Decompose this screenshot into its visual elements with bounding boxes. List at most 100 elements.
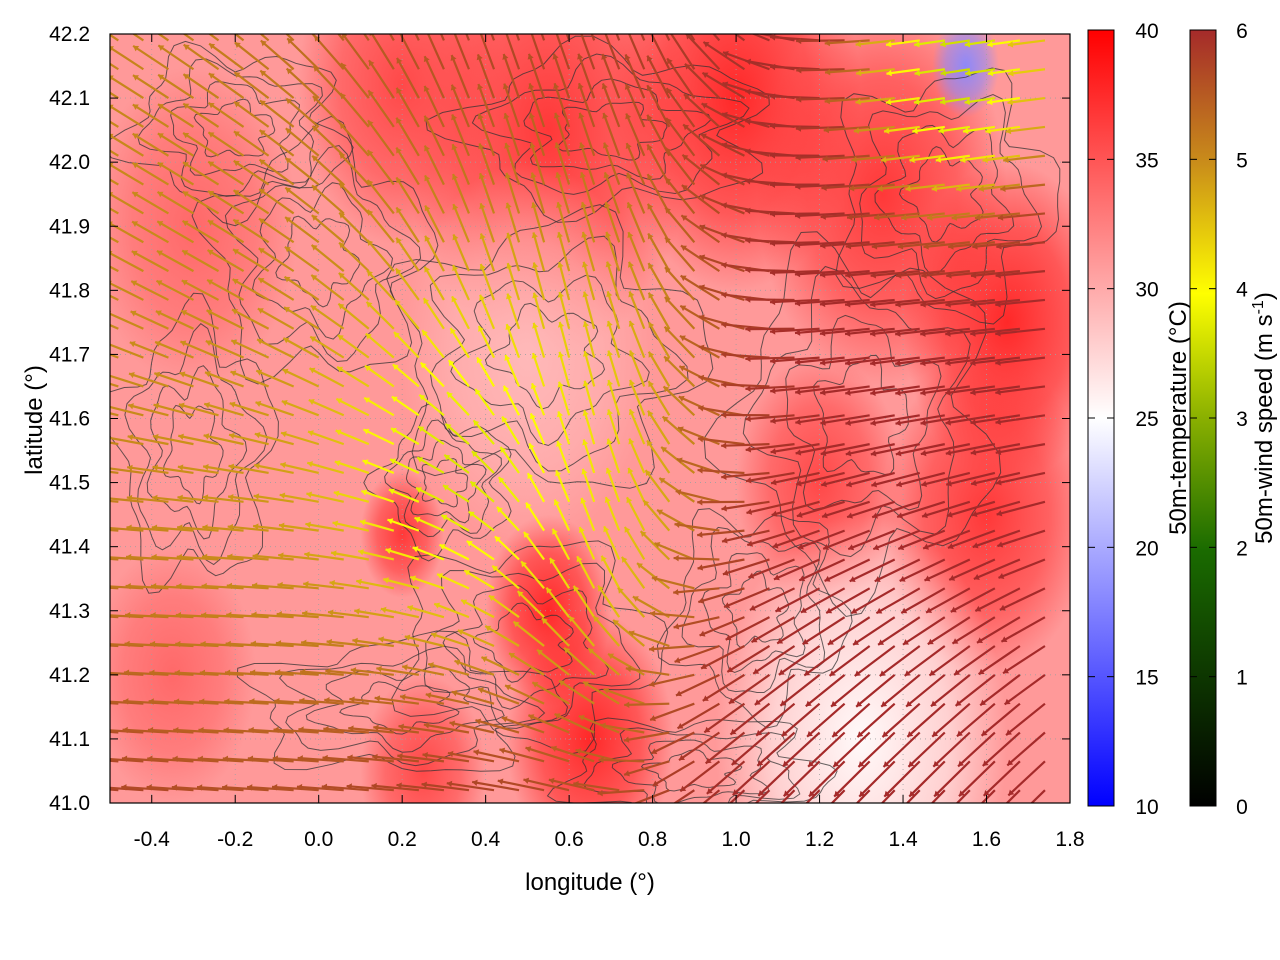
wind-arrow bbox=[649, 610, 695, 619]
wind-arrow bbox=[897, 529, 946, 551]
wind-arrow bbox=[156, 249, 195, 273]
wind-arrow bbox=[528, 83, 546, 128]
wind-arrow bbox=[701, 102, 745, 128]
wind-arrow bbox=[581, 231, 596, 272]
wind-arrow bbox=[629, 379, 646, 416]
wind-arrow bbox=[501, 415, 520, 445]
wind-arrow bbox=[504, 142, 521, 185]
wind-arrow bbox=[303, 581, 344, 590]
wind-arrow bbox=[548, 777, 595, 792]
wind-arrow bbox=[447, 750, 495, 763]
wind-arrow bbox=[604, 496, 621, 532]
wind-arrow bbox=[553, 82, 571, 128]
wind-arrow bbox=[221, 784, 269, 792]
temperature-colorbar-ticks: 10 15 20 25 30 35 40 bbox=[1088, 20, 1159, 819]
wind-arrow bbox=[131, 250, 169, 273]
wind-arrow bbox=[592, 615, 621, 647]
wind-arrow bbox=[771, 500, 820, 517]
wind-arrow bbox=[848, 183, 895, 192]
wind-arrow bbox=[951, 616, 996, 645]
wind-arrow bbox=[306, 491, 344, 503]
wind-arrow bbox=[554, 142, 571, 185]
wind-arrow bbox=[654, 542, 695, 561]
wind-arrow bbox=[722, 558, 770, 576]
wind-arrow bbox=[466, 540, 495, 561]
wind-arrow bbox=[371, 782, 419, 792]
wind-arrow bbox=[970, 443, 1021, 456]
wind-arrow bbox=[110, 382, 119, 388]
wind-arrow bbox=[545, 587, 571, 618]
wind-arrow bbox=[279, 492, 319, 503]
wind-arrow bbox=[333, 490, 370, 503]
wind-arrow bbox=[846, 471, 895, 488]
wind-arrow bbox=[828, 645, 871, 677]
wind-arrow bbox=[281, 399, 320, 417]
wind-arrow bbox=[895, 385, 945, 396]
wind-arrow bbox=[249, 669, 294, 676]
wind-arrow bbox=[577, 53, 596, 99]
wind-arrow bbox=[488, 594, 520, 619]
wind-arrow bbox=[206, 309, 245, 330]
wind-arrow bbox=[721, 529, 770, 544]
wind-arrow bbox=[580, 201, 596, 243]
wind-arrow bbox=[557, 261, 571, 301]
wind-arrow bbox=[180, 309, 220, 330]
wind-arrow bbox=[284, 157, 320, 186]
wind-arrow bbox=[247, 784, 294, 792]
wind-arrow bbox=[854, 645, 896, 677]
wind-arrow bbox=[401, 664, 445, 676]
wind-arrow bbox=[930, 789, 946, 803]
wind-arrow bbox=[647, 410, 671, 445]
wind-arrow bbox=[1003, 673, 1046, 706]
wind-arrow bbox=[312, 95, 345, 128]
wind-arrow bbox=[745, 443, 795, 453]
wind-arrow bbox=[224, 669, 269, 676]
wind-arrow bbox=[231, 308, 270, 330]
wind-arrow bbox=[931, 702, 971, 738]
x-tick-label: 1.2 bbox=[805, 828, 834, 851]
wind-arrow bbox=[909, 154, 945, 163]
wind-arrow bbox=[121, 784, 169, 792]
wind-arrow bbox=[501, 716, 545, 734]
wind-arrow bbox=[531, 202, 546, 243]
wind-arrow bbox=[285, 127, 320, 157]
wind-arrow bbox=[283, 275, 320, 301]
wind-arrow bbox=[208, 72, 245, 99]
temperature-hotspot bbox=[360, 469, 444, 598]
wind-arrow bbox=[259, 69, 295, 99]
wind-arrow bbox=[858, 760, 896, 798]
terrain-contour bbox=[546, 717, 838, 803]
wind-arrow bbox=[648, 644, 695, 653]
wind-arrow bbox=[368, 59, 395, 99]
wind-arrow bbox=[605, 261, 621, 301]
wind-arrow bbox=[723, 587, 770, 609]
wind-arrow bbox=[258, 217, 295, 244]
wind-arrow bbox=[362, 428, 395, 446]
wind-arrow bbox=[376, 665, 420, 676]
wind-arrow bbox=[110, 221, 144, 244]
wind-arrow bbox=[129, 341, 169, 359]
wind-arrow bbox=[881, 702, 921, 738]
wind-arrow bbox=[274, 697, 319, 705]
wind-arrow bbox=[422, 297, 445, 330]
wind-arrow bbox=[110, 192, 144, 215]
wind-arrow bbox=[311, 214, 345, 244]
x-tick-label: -0.4 bbox=[134, 828, 171, 851]
wind-arrow bbox=[770, 443, 820, 455]
wind-arrow bbox=[970, 414, 1021, 426]
wind-arrow bbox=[1007, 760, 1046, 797]
wind-arrow bbox=[125, 611, 169, 619]
wind-arrow bbox=[953, 645, 996, 676]
wind-arrow bbox=[505, 232, 521, 272]
wind-arrow bbox=[310, 304, 345, 330]
wind-arrow bbox=[604, 34, 621, 70]
wind-arrow bbox=[920, 414, 971, 426]
wind-arrow bbox=[601, 53, 621, 99]
wind-arrow bbox=[471, 450, 495, 474]
wind-arrow bbox=[597, 789, 645, 797]
wind-arrow bbox=[754, 673, 796, 706]
wind-arrow bbox=[247, 755, 294, 763]
wind-arrow bbox=[182, 73, 220, 99]
wind-arrow bbox=[362, 459, 395, 474]
wind-arrow bbox=[171, 784, 219, 792]
